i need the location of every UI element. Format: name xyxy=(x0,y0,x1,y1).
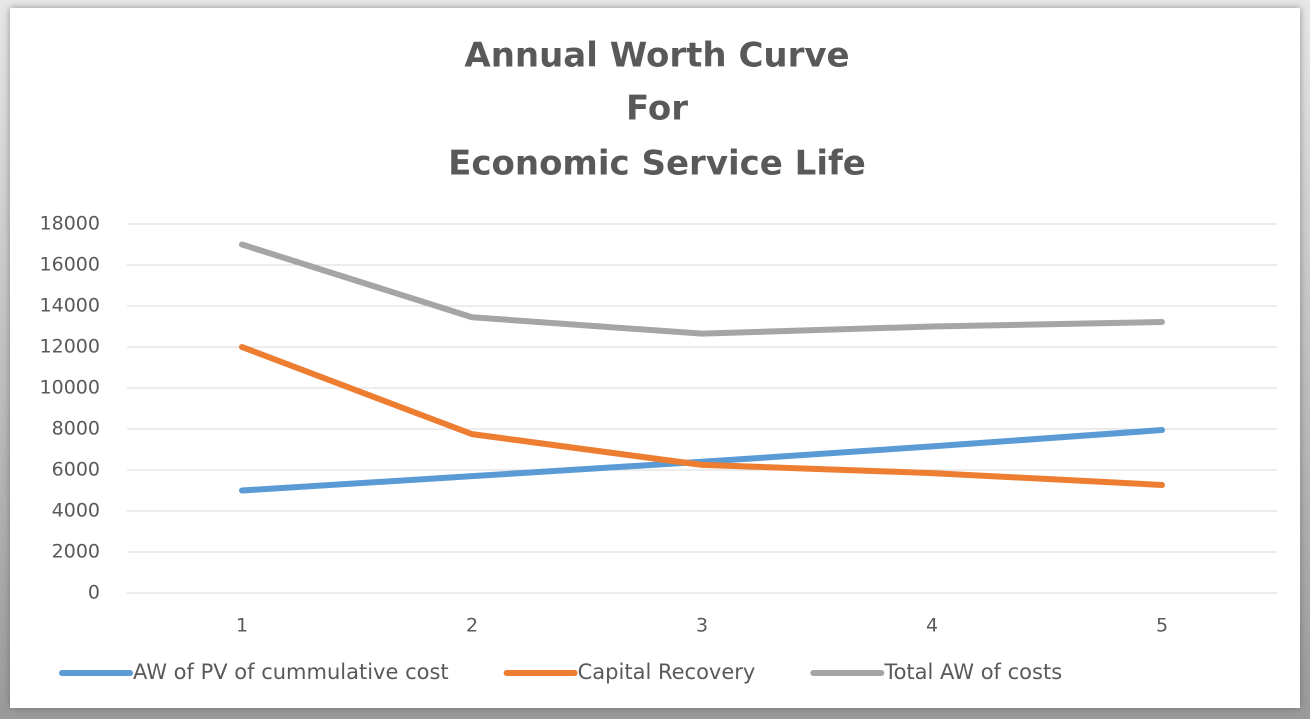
x-tick-label: 3 xyxy=(696,615,708,637)
legend-label: Total AW of costs xyxy=(883,660,1062,684)
x-tick-label: 1 xyxy=(236,615,248,637)
y-tick-label: 8000 xyxy=(52,418,100,440)
y-tick-label: 18000 xyxy=(40,213,100,235)
y-tick-label: 10000 xyxy=(40,377,100,399)
series-line xyxy=(239,344,1165,488)
legend-label: AW of PV of cummulative cost xyxy=(133,660,449,684)
y-tick-label: 0 xyxy=(88,582,100,604)
y-tick-label: 12000 xyxy=(40,336,100,358)
x-tick-label: 5 xyxy=(1156,615,1168,637)
y-tick-label: 2000 xyxy=(52,541,100,563)
chart-area xyxy=(10,8,1300,708)
y-tick-label: 4000 xyxy=(52,500,100,522)
chart-title: For xyxy=(626,89,688,129)
y-tick-label: 6000 xyxy=(52,459,100,481)
x-tick-label: 4 xyxy=(926,615,938,637)
y-tick-label: 14000 xyxy=(40,295,100,317)
x-tick-label: 2 xyxy=(466,615,478,637)
legend-label: Capital Recovery xyxy=(578,660,756,684)
chart-title: Annual Worth Curve xyxy=(464,36,849,76)
y-tick-label: 16000 xyxy=(40,254,100,276)
series-line xyxy=(239,427,1165,494)
chart-title: Economic Service Life xyxy=(448,144,866,184)
series-line xyxy=(239,241,1165,337)
